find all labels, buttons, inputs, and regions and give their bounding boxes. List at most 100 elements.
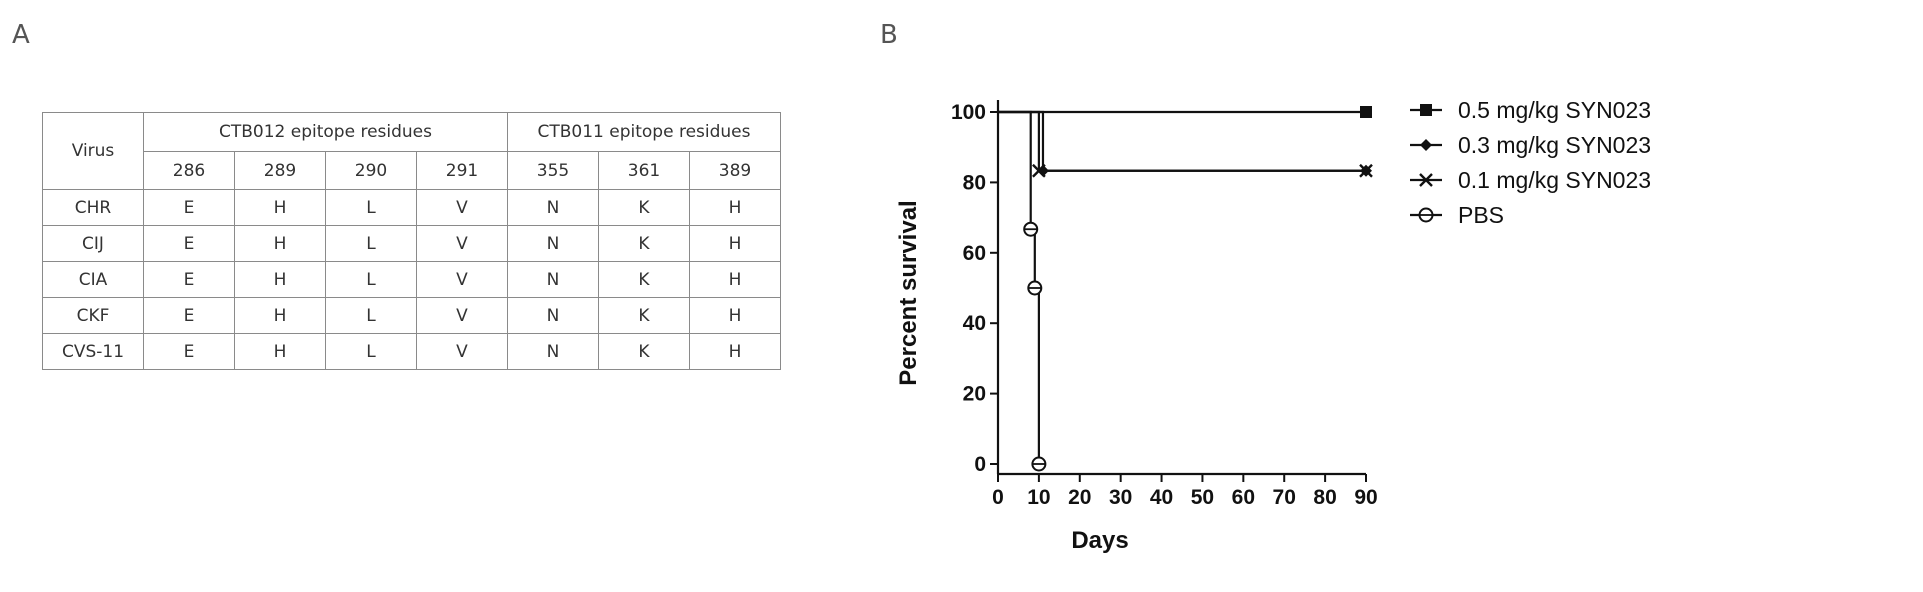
legend-marker: [1420, 139, 1432, 151]
table-row: CIA E H L V N K H: [42, 261, 781, 298]
residue-cell: V: [416, 225, 508, 262]
residue-cell: L: [325, 333, 417, 370]
x-tick-label: 50: [1191, 486, 1214, 509]
x-axis-title: Days: [1071, 527, 1128, 554]
x-tick-label: 30: [1109, 486, 1132, 509]
table-group-header-row: Virus CTB012 epitope residues CTB011 epi…: [42, 112, 781, 190]
virus-cell: CVS-11: [42, 333, 144, 370]
position-header: 289: [234, 151, 326, 190]
virus-cell: CIJ: [42, 225, 144, 262]
y-tick-label: 100: [951, 101, 986, 124]
residue-cell: H: [234, 297, 326, 334]
y-tick-label: 0: [974, 453, 986, 476]
residue-cell: L: [325, 297, 417, 334]
series-lines: [998, 110, 1366, 464]
residue-cell: N: [507, 297, 599, 334]
legend-label: 0.5 mg/kg SYN023: [1458, 97, 1651, 123]
position-header: 361: [598, 151, 690, 190]
x-tick-label: 80: [1313, 486, 1336, 509]
table-row: CIJ E H L V N K H: [42, 225, 781, 262]
residue-cell: L: [325, 225, 417, 262]
x-tick-label: 70: [1273, 486, 1296, 509]
residue-cell: N: [507, 261, 599, 298]
residue-cell: V: [416, 297, 508, 334]
series-marker-2: [1036, 164, 1049, 177]
position-header: 286: [143, 151, 235, 190]
residue-cell: H: [234, 189, 326, 226]
residue-cell: H: [234, 333, 326, 370]
residue-cell: H: [689, 261, 781, 298]
virus-cell: CHR: [42, 189, 144, 226]
virus-cell: CIA: [42, 261, 144, 298]
series-marker-1: [1360, 106, 1372, 118]
series-line-2: [998, 110, 1366, 172]
residue-cell: V: [416, 261, 508, 298]
residue-cell: E: [143, 261, 235, 298]
series-marker-4: [1027, 280, 1043, 296]
residue-cell: H: [234, 261, 326, 298]
table-position-header-row: 286 289 290 291 355 361 389: [43, 151, 781, 190]
residue-cell: K: [598, 225, 690, 262]
residue-cell: N: [507, 189, 599, 226]
series-line-3: [998, 110, 1366, 172]
series-marker-3: [1359, 163, 1373, 178]
residue-cell: V: [416, 333, 508, 370]
ctb012-group-header: CTB012 epitope residues: [143, 112, 508, 152]
series-markers: [1023, 106, 1373, 472]
position-header: 389: [689, 151, 781, 190]
residue-cell: H: [689, 297, 781, 334]
position-header: 291: [416, 151, 508, 190]
epitope-table: Virus CTB012 epitope residues CTB011 epi…: [42, 112, 781, 370]
residue-cell: K: [598, 261, 690, 298]
ctb011-group-header: CTB011 epitope residues: [507, 112, 781, 152]
x-tick-label: 20: [1068, 486, 1091, 509]
position-header: 290: [325, 151, 417, 190]
x-tick-label: 10: [1027, 486, 1050, 509]
table-row: CKF E H L V N K H: [42, 297, 781, 334]
y-tick-label: 40: [963, 312, 986, 335]
residue-cell: V: [416, 189, 508, 226]
y-tick-label: 60: [963, 242, 986, 265]
series-marker-3: [1032, 163, 1046, 178]
residue-cell: H: [689, 225, 781, 262]
position-header: 355: [507, 151, 599, 190]
residue-cell: H: [689, 189, 781, 226]
y-tick-label: 80: [963, 171, 986, 194]
survival-chart: Percent survival Days 0 10 20 30 40 50 60 70 80 9…: [895, 97, 1651, 554]
residue-cell: L: [325, 261, 417, 298]
virus-header: Virus: [42, 112, 144, 190]
legend-label: 0.1 mg/kg SYN023: [1458, 167, 1651, 193]
series-marker-4: [1031, 456, 1047, 472]
residue-cell: E: [143, 333, 235, 370]
residue-cell: H: [689, 333, 781, 370]
panel-label-b: B: [880, 20, 898, 50]
x-tick-label: 90: [1354, 486, 1377, 509]
legend-marker: [1419, 173, 1433, 187]
residue-cell: E: [143, 189, 235, 226]
table-row: CVS-11 E H L V N K H: [42, 333, 781, 370]
residue-cell: N: [507, 225, 599, 262]
residue-cell: N: [507, 333, 599, 370]
legend-marker: [1420, 104, 1432, 116]
series-marker-4: [1023, 221, 1039, 237]
virus-cell: CKF: [42, 297, 144, 334]
x-tick-label: 60: [1232, 486, 1255, 509]
residue-cell: L: [325, 189, 417, 226]
legend-label: 0.3 mg/kg SYN023: [1458, 132, 1651, 158]
residue-cell: E: [143, 225, 235, 262]
axes: 0 10 20 30 40 50 60 70 80 90 0 20 40 60 80 100: [951, 100, 1378, 509]
legend-label: PBS: [1458, 202, 1504, 228]
residue-cell: H: [234, 225, 326, 262]
x-tick-label: 0: [992, 486, 1004, 509]
legend-marker: [1418, 207, 1434, 223]
residue-cell: K: [598, 297, 690, 334]
table-row: CHR E H L V N K H: [42, 189, 781, 226]
residue-cell: E: [143, 297, 235, 334]
residue-cell: K: [598, 333, 690, 370]
y-tick-label: 20: [963, 383, 986, 406]
legend: 0.5 mg/kg SYN023 0.3 mg/kg SYN023 0.1 mg/k…: [1410, 97, 1651, 228]
panel-label-a: A: [12, 20, 30, 50]
x-tick-label: 40: [1150, 486, 1173, 509]
y-axis-title: Percent survival: [895, 200, 922, 385]
residue-cell: K: [598, 189, 690, 226]
